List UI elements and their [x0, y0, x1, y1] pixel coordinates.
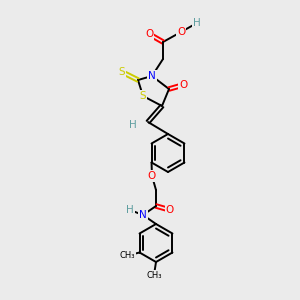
Text: CH₃: CH₃	[146, 271, 162, 280]
Text: O: O	[145, 29, 153, 39]
Text: N: N	[139, 210, 147, 220]
Text: CH₃: CH₃	[120, 251, 135, 260]
Text: S: S	[119, 67, 125, 77]
Text: O: O	[166, 205, 174, 215]
Text: N: N	[148, 71, 156, 81]
Text: O: O	[179, 80, 187, 90]
Text: H: H	[126, 205, 134, 215]
Text: S: S	[140, 91, 146, 101]
Text: H: H	[193, 18, 201, 28]
Text: O: O	[148, 171, 156, 181]
Text: H: H	[129, 120, 137, 130]
Text: O: O	[177, 27, 185, 37]
